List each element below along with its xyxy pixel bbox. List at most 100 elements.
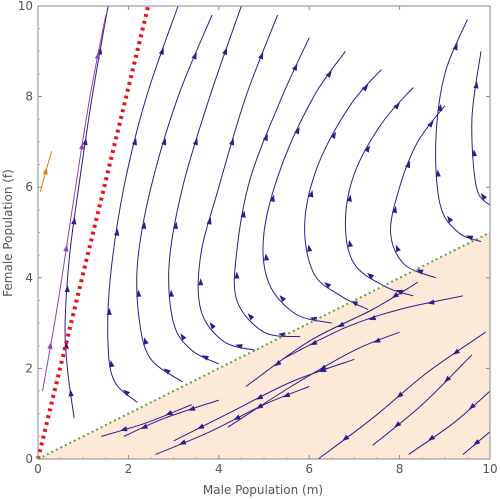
stream-arrow: [465, 235, 474, 241]
stream-arrow: [140, 423, 148, 429]
streamline: [168, 5, 242, 365]
stream-arrow: [447, 215, 454, 223]
streamline: [101, 404, 192, 437]
stream-arrow: [279, 295, 287, 303]
reference-lines: [36, 5, 491, 460]
stream-arrow: [444, 375, 452, 383]
streamline: [435, 19, 482, 243]
stream-arrow: [71, 217, 77, 225]
stream-arrow: [274, 360, 282, 367]
streamline: [372, 354, 473, 446]
streamline: [136, 14, 213, 383]
stream-arrow: [233, 414, 241, 420]
stream-arrow: [319, 364, 327, 371]
stream-arrow: [437, 103, 443, 112]
stream-arrow: [263, 253, 270, 261]
stream-arrow: [291, 63, 298, 72]
streamline: [107, 5, 179, 403]
reference-line-green: [37, 231, 491, 460]
stream-arrow: [222, 47, 228, 55]
streamline-highlight: [42, 15, 107, 392]
stream-arrow: [480, 193, 488, 201]
x-axis-label: Male Population (m): [203, 483, 323, 497]
stream-arrow: [416, 269, 424, 275]
stream-arrow: [94, 51, 100, 60]
stream-arrow: [201, 355, 210, 361]
stream-arrow: [346, 194, 352, 202]
stream-arrow: [391, 292, 400, 298]
stream-arrow: [308, 190, 314, 198]
y-tick-label: 4: [25, 271, 33, 285]
stream-arrow: [68, 389, 74, 397]
stream-arrow: [366, 273, 375, 280]
stream-arrow: [294, 126, 300, 135]
stream-arrow: [337, 321, 345, 328]
stream-arrow: [172, 221, 178, 230]
stream-arrow: [391, 205, 398, 214]
tick-labels: 0 2 4 6 8 10 0 2 4 6 8 10: [18, 0, 498, 476]
stream-arrow: [368, 315, 377, 321]
stream-arrow: [163, 368, 171, 375]
stream-arrow: [394, 421, 402, 428]
stream-arrow: [395, 244, 401, 253]
stream-arrow: [405, 160, 411, 169]
stream-arrow: [180, 333, 187, 341]
stream-arrow: [471, 149, 477, 157]
x-tick-label: 6: [305, 462, 313, 476]
stream-arrow: [79, 142, 85, 150]
stream-arrow: [106, 307, 112, 315]
streamline: [233, 37, 310, 338]
streamline: [262, 51, 346, 324]
stream-arrow: [114, 228, 120, 236]
x-tick-label: 4: [215, 462, 223, 476]
stream-arrow: [373, 337, 381, 343]
stream-arrow: [395, 289, 404, 295]
streamline: [408, 390, 491, 455]
stream-arrow: [229, 138, 235, 146]
stream-arrow: [325, 70, 332, 78]
stream-arrow: [247, 313, 255, 321]
stream-arrow: [348, 239, 354, 248]
stream-arrow: [191, 52, 197, 60]
stream-arrow: [209, 322, 216, 330]
x-tick-label: 8: [396, 462, 404, 476]
stream-arrow: [310, 339, 318, 346]
stream-arrow: [309, 316, 318, 322]
stream-arrow: [109, 359, 115, 368]
stream-arrow: [452, 43, 458, 51]
stream-arrow: [258, 52, 264, 60]
stream-arrow: [330, 131, 336, 139]
stream-arrow: [361, 84, 369, 92]
stream-arrow: [364, 145, 370, 153]
stream-arrow: [136, 289, 142, 297]
stream-arrow: [235, 344, 243, 350]
x-tick-label: 2: [125, 462, 133, 476]
stream-arrow: [206, 217, 212, 225]
stream-arrow: [82, 137, 88, 146]
streamline: [304, 69, 382, 310]
streamline: [471, 51, 491, 206]
stream-arrow: [63, 244, 69, 252]
stream-arrow: [427, 120, 434, 128]
stream-arrow: [435, 169, 441, 177]
y-tick-label: 2: [25, 361, 33, 375]
stream-arrow: [187, 405, 196, 411]
y-tick-label: 8: [25, 90, 33, 104]
stream-arrow: [262, 133, 268, 142]
streamline: [344, 87, 414, 297]
stream-arrow: [42, 167, 48, 175]
stream-arrow: [158, 47, 164, 55]
stream-arrow: [197, 423, 205, 430]
stream-arrow: [143, 337, 149, 345]
stream-arrow: [234, 271, 240, 279]
stream-arrow: [64, 285, 70, 293]
stream-arrow: [47, 341, 53, 350]
stream-arrow: [473, 81, 479, 89]
stream-arrow: [307, 244, 313, 252]
stream-arrow: [255, 394, 264, 400]
stream-arrow: [123, 389, 131, 397]
stream-arrow: [161, 138, 167, 146]
stream-arrow: [168, 289, 175, 297]
y-tick-label: 10: [18, 0, 33, 13]
